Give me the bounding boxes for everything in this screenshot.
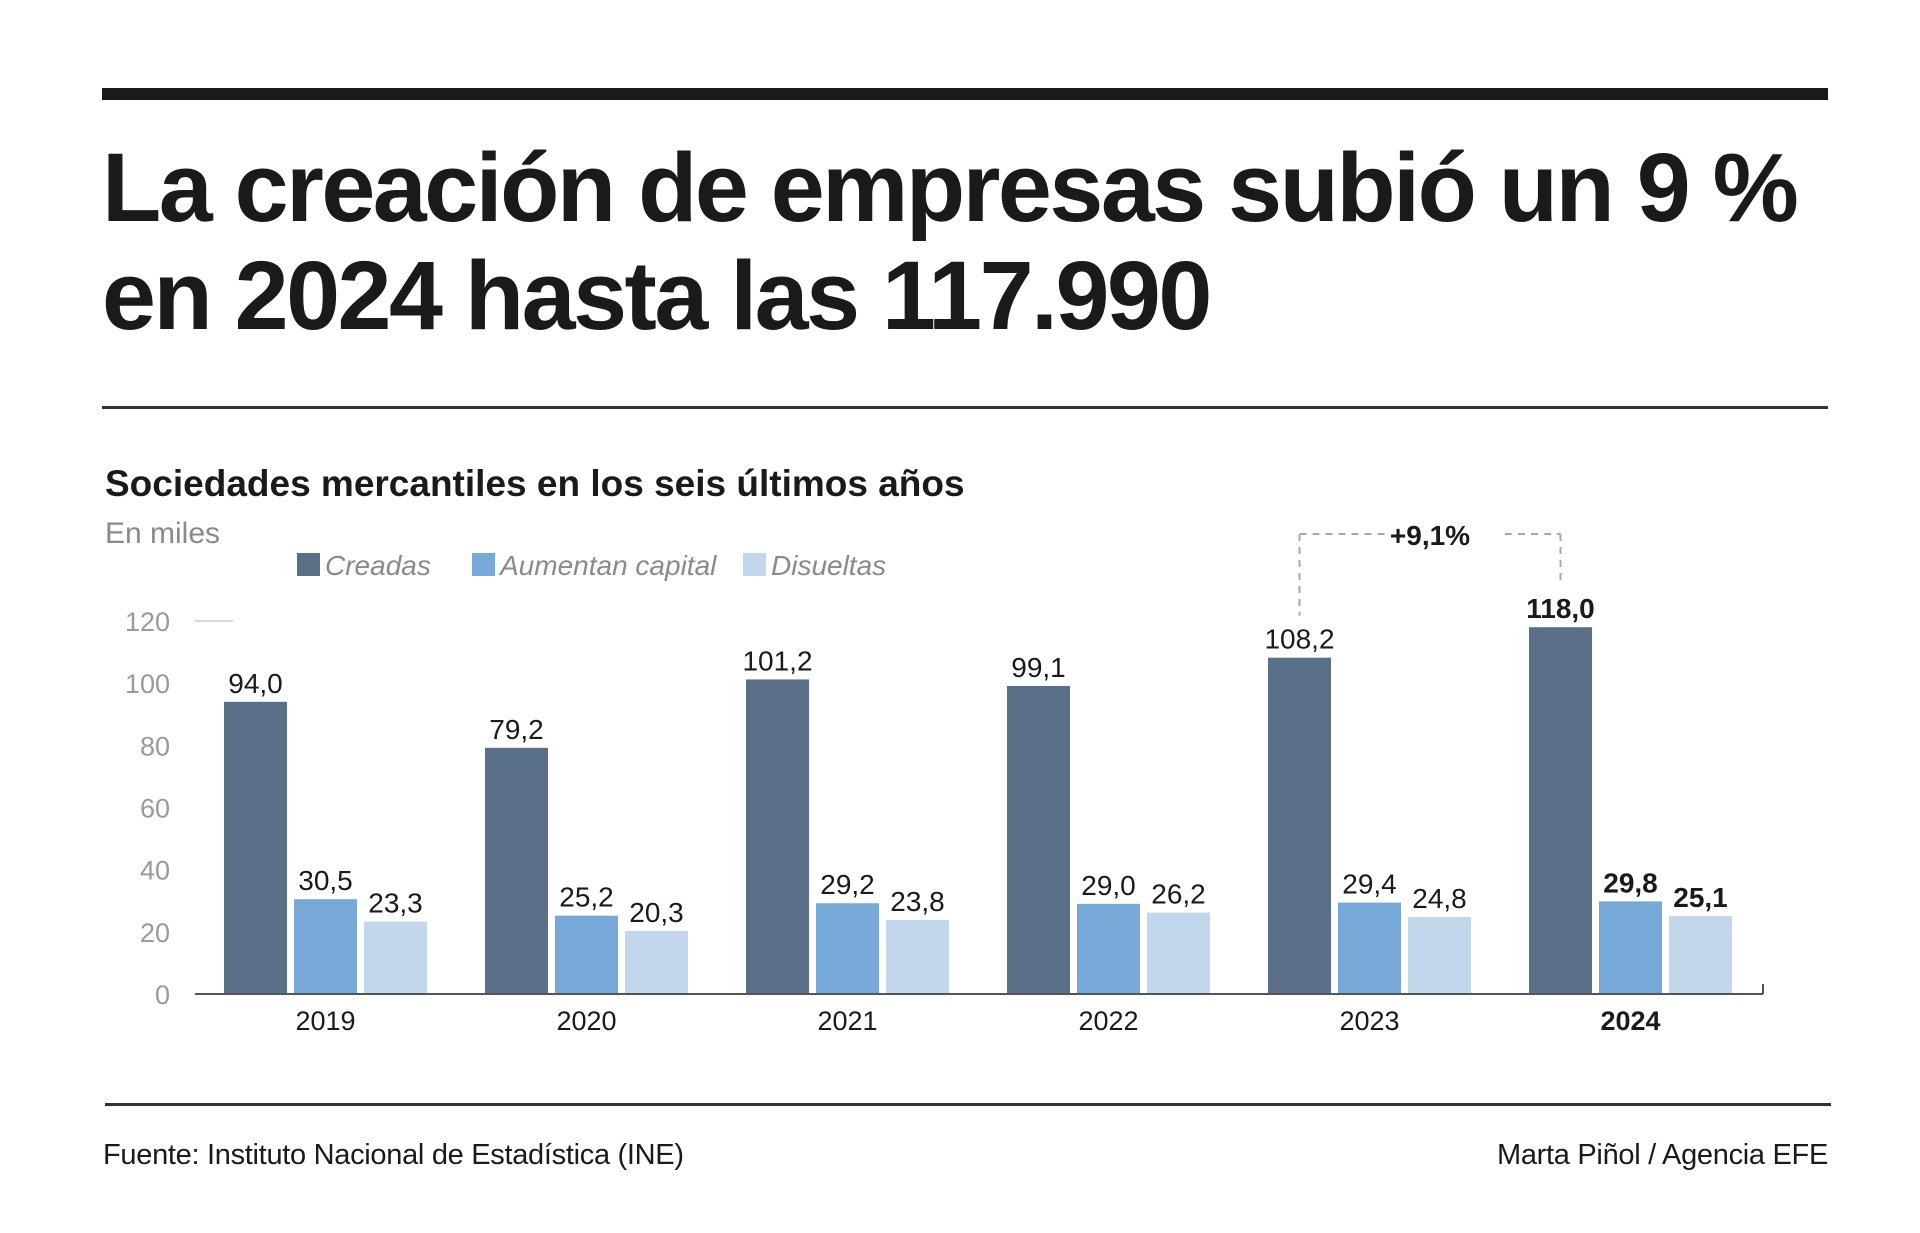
chart-unit-label: En miles (105, 517, 221, 550)
bar (224, 701, 287, 994)
legend-label: Disueltas (771, 550, 886, 581)
author-credit: Marta Piñol / Agencia EFE (1497, 1139, 1828, 1171)
bar-value-label: 94,0 (228, 668, 283, 699)
x-tick-label: 2023 (1339, 1006, 1399, 1036)
chart-title: Sociedades mercantiles en los seis últim… (105, 463, 965, 504)
bar-value-label: 25,2 (559, 882, 614, 913)
bar (886, 920, 949, 994)
bar (625, 930, 688, 994)
bar (1408, 916, 1471, 994)
bar (485, 747, 548, 994)
bar-value-label: 24,8 (1412, 883, 1467, 914)
x-tick-label: 2021 (817, 1006, 877, 1036)
bar (555, 915, 618, 994)
bar (816, 903, 879, 994)
bar (1669, 915, 1732, 994)
legend-swatch (743, 553, 766, 576)
bar (1268, 657, 1331, 994)
x-tick-label: 2024 (1600, 1006, 1660, 1036)
x-tick-label: 2022 (1078, 1006, 1138, 1036)
bar-value-label: 99,1 (1011, 652, 1066, 683)
bar (1077, 903, 1140, 994)
bar-value-label: 25,1 (1673, 882, 1728, 913)
bar-value-label: 29,8 (1603, 867, 1658, 898)
top-rule (102, 88, 1828, 100)
bar-value-label: 29,4 (1342, 869, 1397, 900)
bar (1599, 901, 1662, 994)
y-tick-label: 60 (140, 794, 170, 824)
bar-value-label: 79,2 (489, 714, 544, 745)
bar (1147, 912, 1210, 994)
bar-value-label: 20,3 (629, 897, 684, 928)
legend-swatch (297, 553, 320, 576)
annotation-label: +9,1% (1390, 520, 1470, 551)
source-note: Fuente: Instituto Nacional de Estadístic… (103, 1139, 684, 1171)
y-tick-label: 120 (125, 607, 170, 637)
bar-value-label: 30,5 (298, 865, 353, 896)
bar (746, 679, 809, 994)
bar (1529, 627, 1592, 994)
bar-value-label: 29,0 (1081, 870, 1136, 901)
bar-value-label: 101,2 (742, 645, 812, 676)
header-divider (102, 406, 1828, 409)
legend-label: Aumentan capital (498, 550, 717, 581)
x-tick-label: 2019 (295, 1006, 355, 1036)
headline: La creación de empresas subió un 9 % en … (102, 134, 1862, 350)
bar-value-label: 23,8 (890, 886, 945, 917)
y-tick-label: 20 (140, 918, 170, 948)
bar (1007, 685, 1070, 994)
headline-line-1: La creación de empresas subió un 9 % (102, 133, 1799, 242)
headline-line-2: en 2024 hasta las 117.990 (102, 241, 1212, 350)
bar (364, 921, 427, 994)
bar-value-label: 26,2 (1151, 879, 1206, 910)
bar-value-label: 29,2 (820, 869, 875, 900)
x-tick-label: 2020 (556, 1006, 616, 1036)
legend-swatch (472, 553, 495, 576)
bar-value-label: 108,2 (1264, 624, 1334, 655)
bar-value-label: 118,0 (1526, 593, 1595, 624)
y-tick-label: 40 (140, 856, 170, 886)
y-tick-label: 0 (155, 980, 170, 1010)
footer-divider (105, 1103, 1831, 1106)
legend-label: Creadas (325, 550, 431, 581)
bar-value-label: 23,3 (368, 888, 423, 919)
bar (1338, 902, 1401, 994)
bar (294, 899, 357, 994)
y-tick-label: 80 (140, 731, 170, 761)
y-tick-label: 100 (125, 669, 170, 699)
